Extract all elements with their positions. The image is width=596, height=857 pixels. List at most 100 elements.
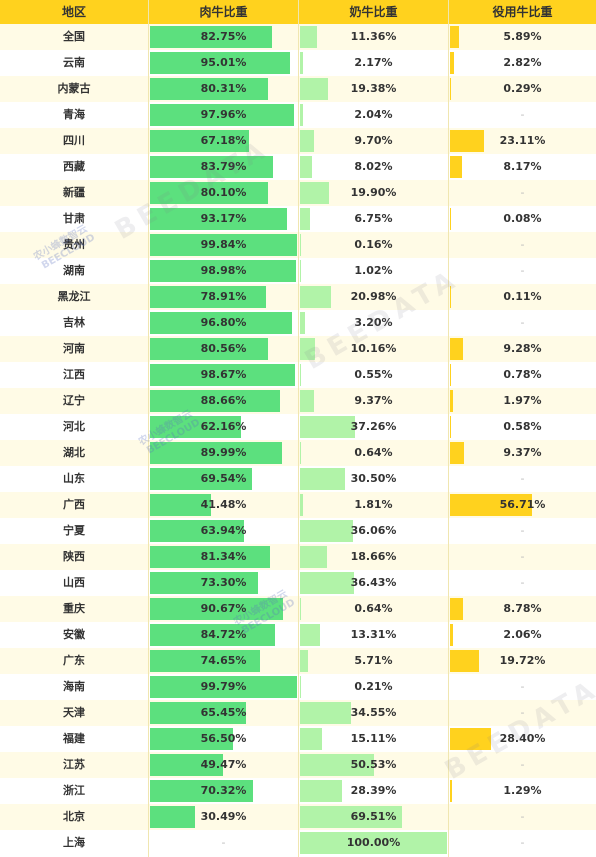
- dairy-bar: [300, 364, 301, 386]
- region-label: 云南: [63, 56, 85, 69]
- beef-value: 30.49%: [200, 810, 247, 823]
- dairy-bar: [300, 286, 331, 308]
- dairy-cell: 10.16%: [299, 336, 448, 362]
- dairy-value: 0.16%: [354, 238, 393, 251]
- beef-cell: 67.18%: [149, 128, 298, 154]
- beef-cell: 70.32%: [149, 778, 298, 804]
- dairy-bar: [300, 156, 312, 178]
- draft-bar: [450, 208, 451, 230]
- draft-value: -: [520, 550, 525, 563]
- beef-bar: [150, 390, 280, 412]
- draft-value: 56.71%: [499, 498, 546, 511]
- beef-value: 82.75%: [200, 30, 247, 43]
- dairy-value: 0.64%: [354, 602, 393, 615]
- beef-value: 89.99%: [200, 446, 247, 459]
- dairy-cell: 19.90%: [299, 180, 448, 206]
- draft-value: -: [520, 238, 525, 251]
- region-label: 上海: [63, 836, 85, 849]
- draft-cell: 9.37%: [449, 440, 596, 466]
- region-label: 吉林: [63, 316, 85, 329]
- beef-bar: [150, 624, 275, 646]
- dairy-bar: [300, 468, 345, 490]
- dairy-value: 37.26%: [350, 420, 397, 433]
- region-label: 四川: [63, 134, 85, 147]
- beef-value: 78.91%: [200, 290, 247, 303]
- draft-value: 1.97%: [503, 394, 542, 407]
- dairy-cell: 36.43%: [299, 570, 448, 596]
- draft-cell: -: [449, 232, 596, 258]
- dairy-value: 30.50%: [350, 472, 397, 485]
- dairy-value: 3.20%: [354, 316, 393, 329]
- dairy-value: 2.17%: [354, 56, 393, 69]
- draft-value: -: [520, 576, 525, 589]
- beef-cell: 63.94%: [149, 518, 298, 544]
- dairy-bar: [300, 754, 374, 776]
- column-divider: [298, 0, 299, 857]
- draft-cell: 8.17%: [449, 154, 596, 180]
- draft-value: 0.78%: [503, 368, 542, 381]
- dairy-cell: 69.51%: [299, 804, 448, 830]
- dairy-value: 28.39%: [350, 784, 397, 797]
- draft-value: -: [520, 758, 525, 771]
- draft-cell: 2.06%: [449, 622, 596, 648]
- dairy-cell: 36.06%: [299, 518, 448, 544]
- region-label: 安徽: [63, 628, 85, 641]
- beef-bar: [150, 806, 195, 828]
- dairy-bar: [300, 234, 301, 256]
- draft-value: -: [520, 108, 525, 121]
- dairy-bar: [300, 806, 402, 828]
- dairy-bar: [300, 728, 322, 750]
- draft-bar: [450, 390, 453, 412]
- draft-cell: 0.29%: [449, 76, 596, 102]
- dairy-cell: 20.98%: [299, 284, 448, 310]
- dairy-cell: 50.53%: [299, 752, 448, 778]
- dairy-value: 0.64%: [354, 446, 393, 459]
- beef-cell: 74.65%: [149, 648, 298, 674]
- beef-value: 95.01%: [200, 56, 247, 69]
- beef-value: 81.34%: [200, 550, 247, 563]
- dairy-value: 0.55%: [354, 368, 393, 381]
- draft-cell: -: [449, 700, 596, 726]
- draft-value: -: [520, 264, 525, 277]
- dairy-cell: 3.20%: [299, 310, 448, 336]
- beef-bar: [150, 52, 290, 74]
- beef-bar: [150, 338, 268, 360]
- draft-cell: 0.58%: [449, 414, 596, 440]
- beef-value: 49.47%: [200, 758, 247, 771]
- draft-value: -: [520, 186, 525, 199]
- beef-bar: [150, 676, 297, 698]
- draft-bar: [450, 494, 532, 516]
- region-label: 河北: [63, 420, 85, 433]
- dairy-cell: 0.21%: [299, 674, 448, 700]
- beef-value: 80.56%: [200, 342, 247, 355]
- dairy-value: 69.51%: [350, 810, 397, 823]
- draft-cell: -: [449, 258, 596, 284]
- draft-cell: 9.28%: [449, 336, 596, 362]
- draft-cell: 56.71%: [449, 492, 596, 518]
- beef-bar: [150, 156, 273, 178]
- dairy-bar: [300, 650, 308, 672]
- dairy-bar: [300, 702, 351, 724]
- beef-value: 90.67%: [200, 602, 247, 615]
- beef-cell: 84.72%: [149, 622, 298, 648]
- region-label: 湖南: [63, 264, 85, 277]
- draft-cell: -: [449, 310, 596, 336]
- draft-value: 9.37%: [503, 446, 542, 459]
- dairy-value: 5.71%: [354, 654, 393, 667]
- beef-cell: 98.67%: [149, 362, 298, 388]
- region-label: 内蒙古: [57, 82, 91, 95]
- dairy-cell: 18.66%: [299, 544, 448, 570]
- beef-value: 97.96%: [200, 108, 247, 121]
- draft-value: -: [520, 316, 525, 329]
- beef-value: 73.30%: [200, 576, 247, 589]
- draft-bar: [450, 26, 459, 48]
- region-label: 贵州: [63, 238, 85, 251]
- draft-value: 8.78%: [503, 602, 542, 615]
- dairy-cell: 37.26%: [299, 414, 448, 440]
- beef-bar: [150, 260, 296, 282]
- draft-cell: 5.89%: [449, 24, 596, 50]
- beef-cell: 97.96%: [149, 102, 298, 128]
- beef-cell: 80.10%: [149, 180, 298, 206]
- beef-cell: 99.79%: [149, 674, 298, 700]
- dairy-cell: 5.71%: [299, 648, 448, 674]
